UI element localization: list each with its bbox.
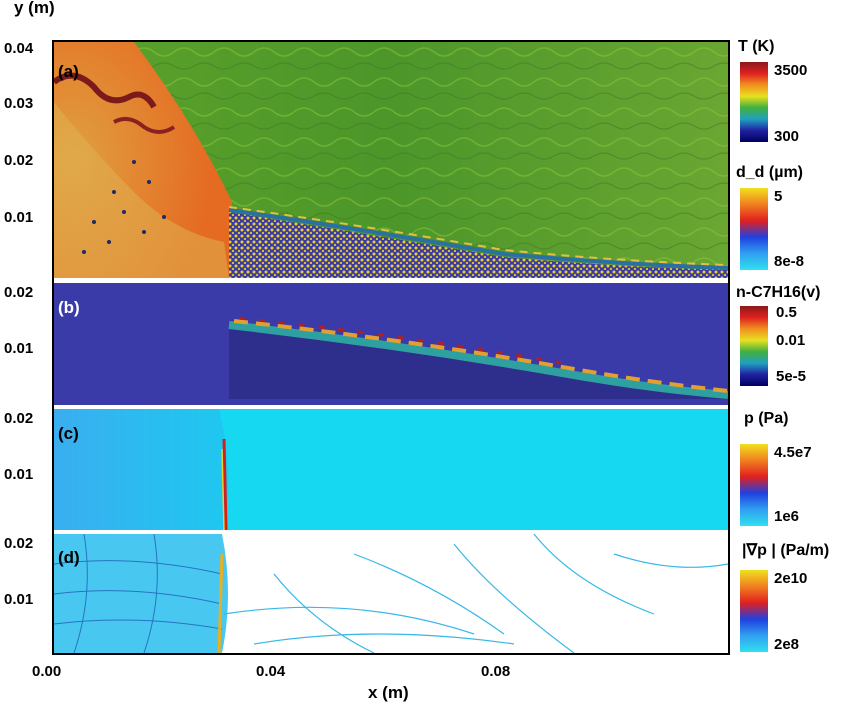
y-tick-a-3: 0.01 bbox=[4, 209, 34, 226]
panel-b-label: (b) bbox=[58, 298, 80, 317]
colorbar-vapor-min: 5e-5 bbox=[776, 368, 807, 385]
colorbar-vapor-label: n-C7H16(v) bbox=[736, 284, 821, 301]
colorbar-pressure-label: p (Pa) bbox=[744, 410, 789, 427]
y-tick-c-1: 0.01 bbox=[4, 466, 34, 483]
panel-b-field bbox=[54, 283, 728, 405]
colorbar-temperature bbox=[740, 62, 768, 142]
panels-frame bbox=[52, 40, 730, 655]
y-tick-d-1: 0.01 bbox=[4, 591, 34, 608]
y-axis-label: y (m) bbox=[14, 0, 55, 17]
colorbar-droplet-min: 8e-8 bbox=[774, 253, 805, 270]
panel-c-field bbox=[54, 409, 728, 530]
panel-b-image bbox=[54, 283, 728, 405]
y-tick-a-2: 0.02 bbox=[4, 152, 34, 169]
colorbar-gradient-label: |∇p | (Pa/m) bbox=[742, 542, 830, 559]
panel-c-label: (c) bbox=[58, 424, 79, 443]
y-tick-b-0: 0.02 bbox=[4, 284, 34, 301]
x-tick-0: 0.00 bbox=[32, 663, 62, 680]
colorbar-droplet-max: 5 bbox=[774, 188, 783, 205]
panel-d-image bbox=[54, 534, 728, 653]
panel-c-image bbox=[54, 409, 728, 530]
panel-a-image bbox=[54, 42, 728, 278]
panel-d-field bbox=[54, 534, 728, 653]
colorbar-temperature-label: T (K) bbox=[738, 38, 775, 55]
colorbar-pressure-min: 1e6 bbox=[774, 508, 800, 525]
colorbar-temperature-max: 3500 bbox=[774, 62, 808, 79]
colorbar-gradient-max: 2e10 bbox=[774, 570, 808, 587]
y-tick-c-0: 0.02 bbox=[4, 410, 34, 427]
panel-a-field bbox=[54, 42, 728, 278]
colorbar-vapor-max: 0.5 bbox=[776, 304, 797, 321]
colorbar-pressure-max: 4.5e7 bbox=[774, 444, 812, 461]
x-tick-2: 0.08 bbox=[481, 663, 511, 680]
panel-d-label: (d) bbox=[58, 548, 80, 567]
y-tick-d-0: 0.02 bbox=[4, 535, 34, 552]
colorbar-vapor-mid: 0.01 bbox=[776, 332, 806, 349]
y-tick-a-0: 0.04 bbox=[4, 40, 34, 57]
y-tick-a-1: 0.03 bbox=[4, 95, 34, 112]
x-axis-label: x (m) bbox=[368, 683, 409, 702]
x-tick-1: 0.04 bbox=[256, 663, 286, 680]
colorbar-vapor bbox=[740, 306, 768, 386]
y-tick-b-1: 0.01 bbox=[4, 340, 34, 357]
colorbar-gradient bbox=[740, 570, 768, 652]
panel-a-label: (a) bbox=[58, 62, 79, 81]
colorbar-droplet-label: d_d (µm) bbox=[736, 164, 803, 181]
colorbar-droplet bbox=[740, 188, 768, 270]
colorbar-pressure bbox=[740, 444, 768, 526]
colorbar-gradient-min: 2e8 bbox=[774, 636, 800, 653]
colorbar-temperature-min: 300 bbox=[774, 128, 800, 145]
